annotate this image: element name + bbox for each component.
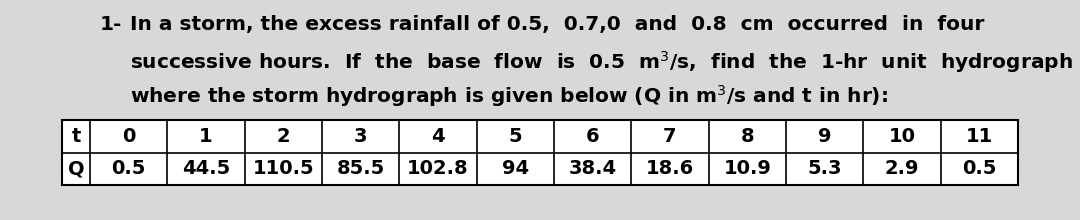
Text: where the storm hydrograph is given below (Q in m$^3$/s and t in hr):: where the storm hydrograph is given belo… <box>130 83 888 109</box>
Text: 0.5: 0.5 <box>962 159 997 178</box>
Text: In a storm, the excess rainfall of 0.5,  0.7,0  and  0.8  cm  occurred  in  four: In a storm, the excess rainfall of 0.5, … <box>130 15 984 34</box>
Text: successive hours.  If  the  base  flow  is  0.5  m$^3$/s,  find  the  1-hr  unit: successive hours. If the base flow is 0.… <box>130 49 1072 75</box>
Text: 1-: 1- <box>100 15 122 34</box>
Text: 44.5: 44.5 <box>181 159 230 178</box>
Text: 6: 6 <box>585 127 599 146</box>
Text: 10.9: 10.9 <box>724 159 771 178</box>
Text: 2: 2 <box>276 127 291 146</box>
Text: 38.4: 38.4 <box>568 159 617 178</box>
Text: 3: 3 <box>354 127 367 146</box>
Text: 85.5: 85.5 <box>337 159 384 178</box>
Text: 7: 7 <box>663 127 677 146</box>
Text: 4: 4 <box>431 127 445 146</box>
Text: 5.3: 5.3 <box>808 159 842 178</box>
Text: 8: 8 <box>741 127 754 146</box>
Text: 5: 5 <box>509 127 522 146</box>
Text: 10: 10 <box>889 127 916 146</box>
Text: 102.8: 102.8 <box>407 159 469 178</box>
Text: 0: 0 <box>122 127 135 146</box>
Text: 94: 94 <box>502 159 529 178</box>
Text: 2.9: 2.9 <box>885 159 919 178</box>
Text: Q: Q <box>68 159 84 178</box>
Text: 18.6: 18.6 <box>646 159 694 178</box>
Text: 110.5: 110.5 <box>253 159 314 178</box>
Text: 11: 11 <box>966 127 993 146</box>
Text: 9: 9 <box>818 127 832 146</box>
Text: 0.5: 0.5 <box>111 159 146 178</box>
Bar <box>62 120 1018 185</box>
Text: 1: 1 <box>199 127 213 146</box>
Text: t: t <box>71 127 81 146</box>
